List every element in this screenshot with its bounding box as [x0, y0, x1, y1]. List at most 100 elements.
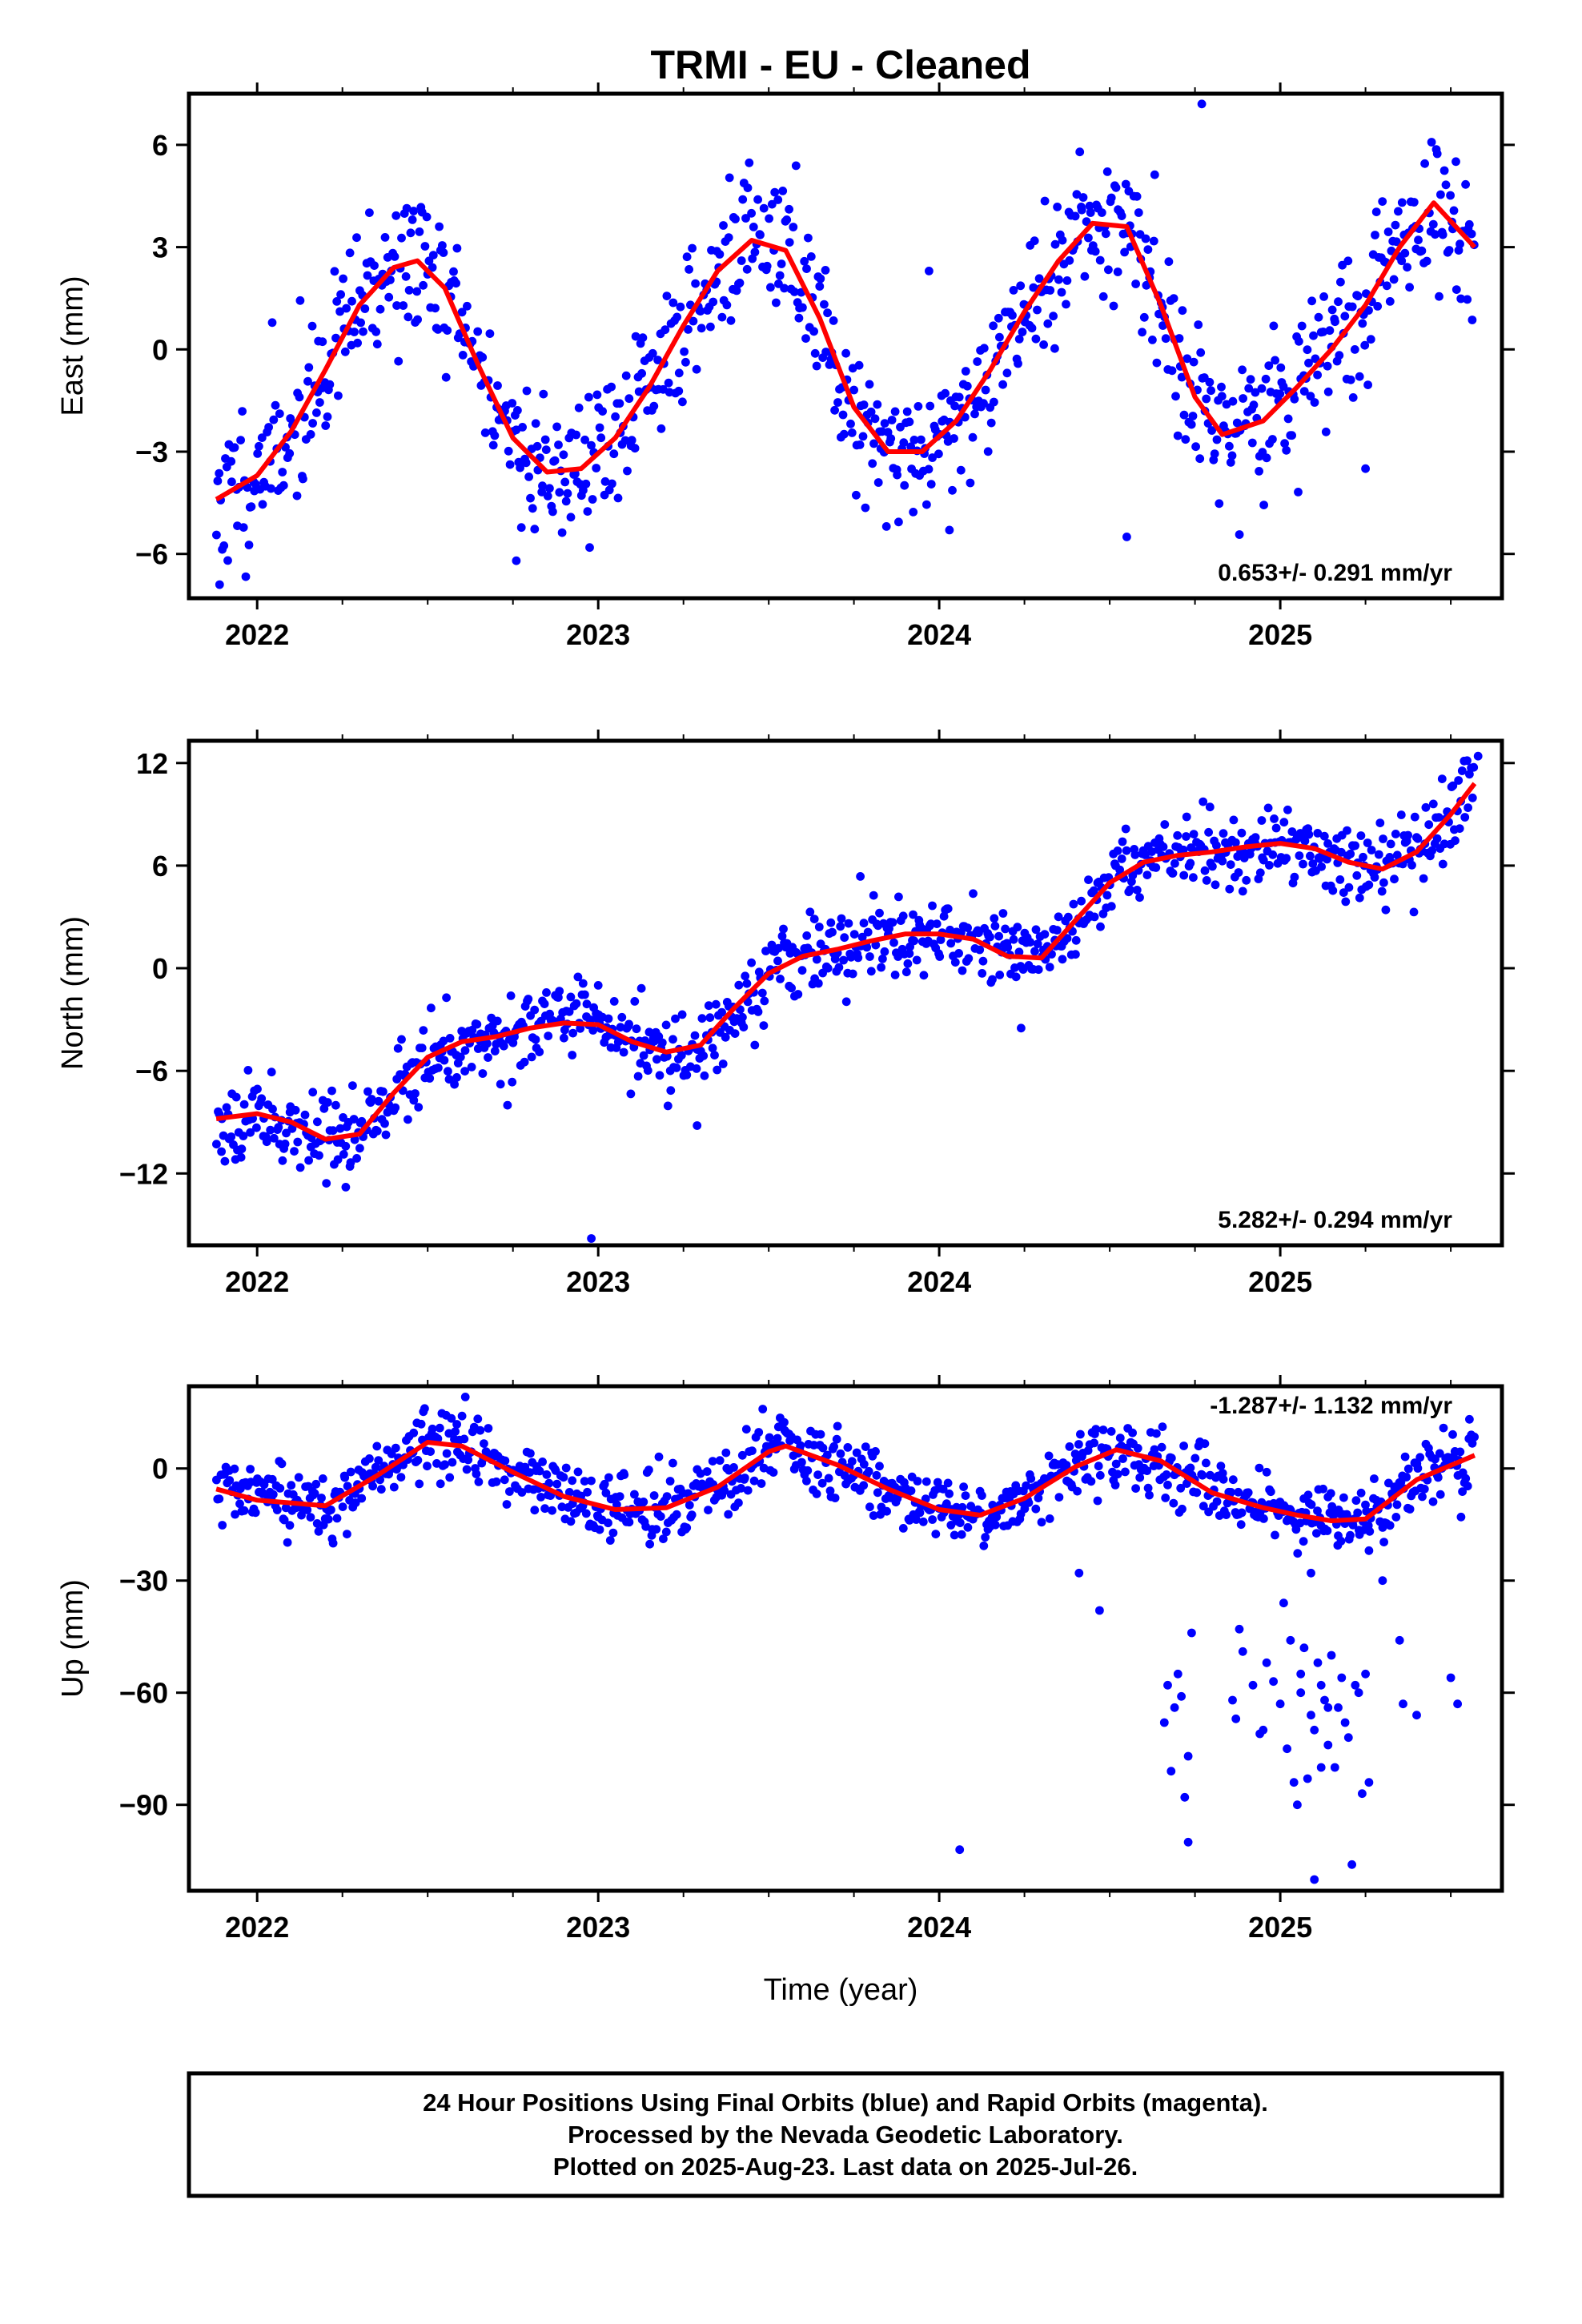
up-point [649, 1491, 659, 1500]
north-point [805, 907, 815, 917]
up-point [436, 1479, 445, 1489]
east-point [244, 541, 254, 549]
up-point [704, 1506, 713, 1514]
north-point [713, 1065, 722, 1075]
east-point [1210, 449, 1219, 458]
north-point [657, 1038, 667, 1047]
east-point [360, 304, 370, 313]
up-point [1402, 1473, 1411, 1482]
north-point [1463, 756, 1472, 766]
up-point [526, 1449, 535, 1458]
up-x-tick-label: 2022 [225, 1911, 289, 1944]
east-outlier-point [1197, 99, 1207, 109]
north-point [1141, 850, 1150, 859]
up-point [1307, 1500, 1316, 1510]
up-point [1037, 1518, 1046, 1527]
up-point [1431, 1454, 1439, 1464]
east-point [1080, 271, 1090, 281]
east-point [600, 476, 610, 486]
east-point [404, 286, 414, 295]
up-point [310, 1489, 319, 1498]
up-point [743, 1486, 753, 1495]
figure-title: TRMI - EU - Cleaned [650, 42, 1030, 87]
north-point [243, 1066, 253, 1075]
up-point [1074, 1440, 1083, 1449]
east-point [336, 290, 345, 300]
east-point [816, 274, 825, 283]
north-point [834, 963, 844, 972]
north-point [700, 1071, 709, 1080]
east-point [1178, 306, 1187, 316]
north-point [1118, 837, 1127, 846]
north-x-tick-label: 2024 [907, 1265, 971, 1298]
east-point [538, 481, 547, 491]
north-point [990, 914, 999, 923]
east-point [810, 348, 820, 358]
east-point [323, 412, 332, 421]
up-point [921, 1477, 931, 1486]
east-x-tick-label: 2025 [1248, 618, 1312, 651]
up-point [239, 1506, 249, 1515]
up-outlier-point [1310, 1875, 1319, 1884]
up-point [476, 1425, 485, 1435]
east-point [439, 248, 448, 257]
east-x-ticks [255, 82, 1452, 609]
east-point [829, 316, 838, 325]
north-point [450, 1080, 459, 1089]
up-point [346, 1467, 355, 1477]
up-point [540, 1504, 549, 1514]
north-point [572, 999, 581, 1008]
east-point [1016, 281, 1026, 291]
east-point [408, 215, 417, 224]
east-point [1034, 274, 1044, 283]
up-point [639, 1498, 648, 1506]
east-point [709, 297, 718, 307]
up-point [566, 1517, 576, 1526]
east-point [756, 230, 765, 239]
north-point [381, 1130, 391, 1140]
up-point [861, 1442, 870, 1451]
up-point [311, 1479, 321, 1489]
north-outlier-point [593, 981, 603, 990]
up-point [1259, 1514, 1268, 1523]
north-point [690, 1031, 700, 1040]
up-outlier-point [1235, 1624, 1244, 1634]
north-y-tick-label: 12 [136, 747, 168, 780]
up-point [1157, 1442, 1166, 1452]
up-frame [187, 1384, 1504, 1893]
up-point [758, 1405, 768, 1413]
north-point [419, 1026, 428, 1035]
north-point [295, 1163, 305, 1172]
east-point [292, 491, 302, 501]
north-point [1270, 814, 1279, 823]
east-point [1363, 380, 1372, 389]
east-point [401, 271, 411, 281]
up-point [484, 1424, 493, 1433]
east-point [1325, 326, 1335, 336]
up-point [285, 1521, 295, 1530]
up-point [928, 1515, 937, 1524]
north-point [520, 1057, 529, 1067]
footer-frame [187, 2071, 1504, 2198]
up-outlier-point [1453, 1699, 1462, 1709]
north-point [1026, 938, 1035, 947]
east-point [798, 303, 807, 312]
up-point [740, 1474, 749, 1482]
up-outlier-point [1159, 1718, 1169, 1727]
up-point [275, 1484, 285, 1493]
north-point [1189, 873, 1198, 883]
up-point [818, 1443, 828, 1453]
up-point [251, 1508, 260, 1518]
east-point [1030, 236, 1039, 246]
east-point [623, 466, 632, 476]
north-point [994, 931, 1003, 941]
north-point [409, 1096, 419, 1105]
east-point [1439, 166, 1449, 175]
east-point [762, 261, 772, 271]
east-point [766, 283, 775, 292]
north-point [844, 919, 853, 928]
north-point [1410, 812, 1419, 822]
up-point [957, 1530, 966, 1539]
north-point [779, 924, 788, 934]
east-point [637, 368, 646, 378]
